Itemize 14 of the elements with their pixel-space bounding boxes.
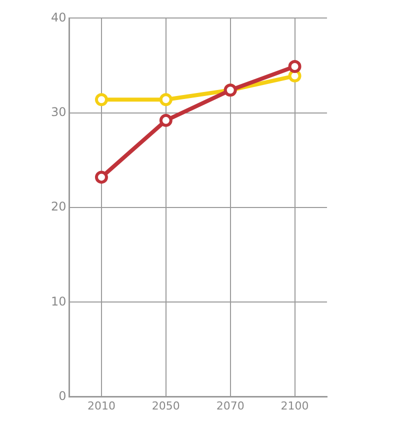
point xyxy=(288,60,302,73)
x-tick-label: 2050 xyxy=(152,399,180,412)
y-tick-label: 30 xyxy=(50,104,66,119)
y-tick-label: 10 xyxy=(50,294,66,308)
point xyxy=(159,93,172,106)
x-tick-label: 2100 xyxy=(280,399,309,412)
point xyxy=(94,170,108,184)
x-tick-label: 2070 xyxy=(216,399,244,412)
point xyxy=(159,114,172,127)
y-tick-label: 20 xyxy=(50,200,66,214)
point xyxy=(94,93,108,106)
y-tick-label: 40 xyxy=(50,10,66,24)
x-tick-label: 2010 xyxy=(87,399,116,412)
y-tick-label: 0 xyxy=(58,388,66,403)
